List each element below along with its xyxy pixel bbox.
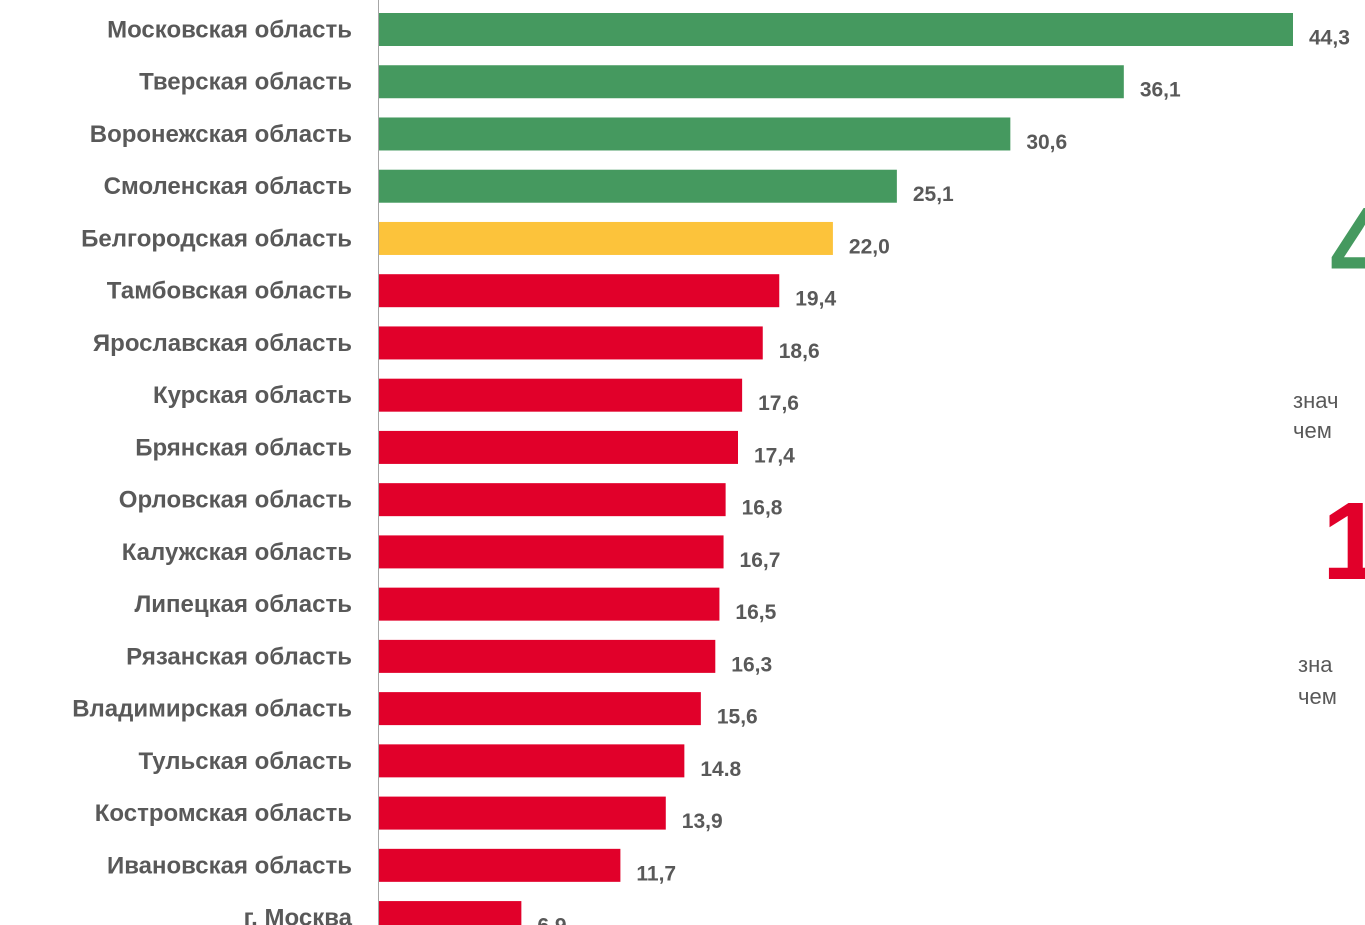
category-label: Ивановская область <box>107 852 352 879</box>
bar <box>379 13 1293 46</box>
value-label: 15,6 <box>717 706 758 729</box>
bar <box>379 692 701 726</box>
category-label: Тверская область <box>139 69 352 96</box>
bar <box>379 483 726 517</box>
value-label: 18,6 <box>779 340 820 363</box>
bar <box>379 274 780 308</box>
bar <box>379 848 621 882</box>
value-label: 36,1 <box>1140 79 1181 102</box>
bar <box>379 169 897 203</box>
green-highlight-text-line1: знач <box>1293 388 1339 413</box>
value-label: 16,7 <box>740 549 781 572</box>
bar <box>379 326 763 360</box>
category-label: Тульская область <box>139 748 353 775</box>
value-label: 16,5 <box>735 601 776 624</box>
category-label: г. Москва <box>244 905 353 925</box>
category-label: Тамбовская область <box>107 278 352 305</box>
value-label: 25,1 <box>913 183 954 206</box>
value-label: 16,8 <box>742 497 783 520</box>
category-label: Брянская область <box>135 434 352 461</box>
value-label: 6,9 <box>537 915 566 925</box>
value-label: 17,6 <box>758 392 799 415</box>
category-label: Воронежская область <box>90 121 352 148</box>
category-label: Костромская область <box>95 800 352 827</box>
value-label: 11,7 <box>636 862 676 885</box>
value-label: 14.8 <box>700 758 741 781</box>
value-label: 17,4 <box>754 444 795 467</box>
red-highlight-text-line2: чем <box>1298 684 1337 709</box>
value-label: 44,3 <box>1309 27 1350 50</box>
green-highlight-number: 4 <box>1330 185 1365 308</box>
bar <box>379 117 1011 151</box>
bar <box>379 65 1124 99</box>
bar <box>379 901 522 925</box>
value-label: 13,9 <box>682 810 723 833</box>
bar <box>379 535 724 569</box>
category-label: Орловская область <box>119 487 352 514</box>
red-highlight-text-line1: зна <box>1298 652 1333 677</box>
category-label: Ярославская область <box>93 330 352 357</box>
bar <box>379 744 685 778</box>
green-highlight-text-line2: чем <box>1293 418 1332 443</box>
category-label: Московская область <box>107 17 352 44</box>
value-label: 22,0 <box>849 235 890 258</box>
category-label: Смоленская область <box>104 173 352 200</box>
category-label: Липецкая область <box>134 591 352 618</box>
bar <box>379 430 738 464</box>
category-label: Белгородская область <box>81 225 352 252</box>
bar <box>379 221 833 255</box>
category-label: Владимирская область <box>72 696 352 723</box>
category-label: Калужская область <box>122 539 352 566</box>
value-label: 19,4 <box>795 288 836 311</box>
bar <box>379 587 720 621</box>
category-label: Рязанская область <box>126 643 352 670</box>
bar <box>379 796 666 830</box>
bar <box>379 378 743 412</box>
value-label: 16,3 <box>731 653 772 676</box>
bar <box>379 639 716 673</box>
red-highlight-number: 1 <box>1322 480 1365 603</box>
category-label: Курская область <box>153 382 352 409</box>
value-label: 30,6 <box>1026 131 1067 154</box>
